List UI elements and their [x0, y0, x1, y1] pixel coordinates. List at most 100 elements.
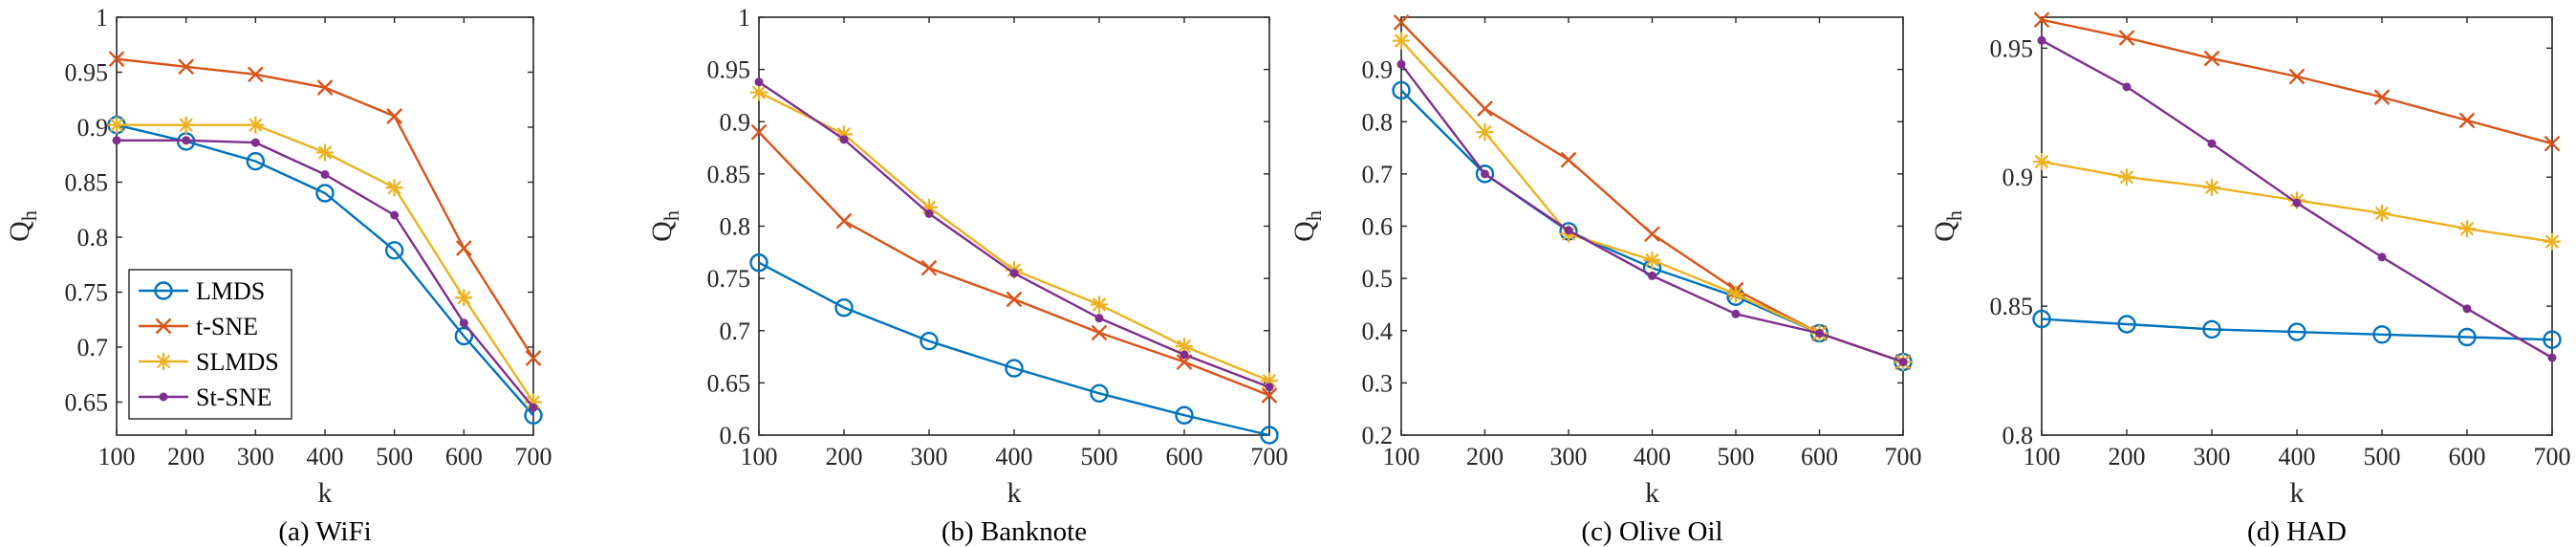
data-point: [384, 241, 404, 260]
legend-marker: [154, 281, 173, 300]
data-point: [2458, 220, 2476, 238]
y-tick-label: 0.9: [2002, 164, 2034, 191]
legend-marker: [155, 353, 172, 370]
plot-area: [1400, 16, 1904, 436]
data-point: [108, 116, 125, 134]
x-tick-label: 500: [1081, 443, 1118, 470]
data-point: [1261, 387, 1278, 404]
data-point: [247, 116, 265, 134]
data-point: [1396, 59, 1406, 69]
data-point: [525, 350, 542, 366]
x-tick-label: 400: [307, 443, 344, 470]
data-point: [2543, 330, 2562, 349]
series-t-sne: [108, 51, 542, 366]
x-axis-label: k: [1645, 477, 1659, 509]
data-point: [2377, 252, 2387, 262]
data-point: [2122, 82, 2132, 92]
data-point: [250, 138, 260, 147]
y-tick-label: 0.85: [65, 169, 109, 197]
x-axis-label: k: [1007, 477, 1022, 509]
y-tick-label: 0.85: [1990, 293, 2034, 320]
data-point: [1176, 338, 1193, 356]
data-point: [1643, 252, 1661, 270]
chart-panel-4: 100 200 300 400 500 600 700 0.8 0.85 0.9 0.95 k Qh (d…: [1929, 11, 2571, 547]
data-point: [1648, 271, 1656, 280]
data-point: [2547, 353, 2557, 362]
data-point: [2202, 319, 2221, 339]
data-point: [749, 253, 768, 273]
data-point: [2032, 309, 2051, 329]
data-point: [1260, 426, 1279, 445]
data-point: [754, 77, 764, 87]
data-point: [839, 135, 849, 144]
data-point: [1393, 32, 1410, 50]
y-tick-label: 0.75: [707, 265, 751, 293]
data-point: [1392, 80, 1411, 100]
y-tick-label: 1: [738, 4, 750, 32]
data-point: [924, 208, 934, 218]
data-point: [750, 83, 768, 101]
data-point: [1481, 169, 1489, 179]
data-point: [1091, 295, 1108, 314]
y-tick-label: 0.7: [720, 317, 751, 345]
data-point: [2118, 30, 2135, 46]
data-point: [2544, 135, 2561, 152]
series-line: [2041, 317, 2553, 341]
y-tick-label: 0.5: [1362, 265, 1394, 293]
data-point: [2203, 50, 2220, 67]
data-point: [1094, 314, 1104, 323]
data-point: [316, 79, 334, 96]
x-tick-label: 200: [2109, 443, 2146, 470]
y-tick-label: 0.3: [1362, 369, 1394, 397]
chart-panel-3: 100 200 300 400 500 600 700 0.2 0.3 0.4 0.5 0.6 0.7 0…: [1288, 14, 1922, 547]
data-point: [2033, 153, 2050, 171]
data-point: [1477, 100, 1493, 117]
y-axis-label: Qh: [646, 210, 683, 242]
data-point: [1180, 350, 1189, 360]
x-tick-label: 400: [2279, 443, 2316, 470]
data-point: [2203, 179, 2220, 197]
legend-marker: [155, 317, 172, 335]
data-point: [1564, 226, 1573, 235]
data-point: [454, 326, 474, 346]
x-tick-label: 100: [1383, 443, 1420, 470]
data-point: [1261, 372, 1278, 390]
data-point: [525, 393, 542, 411]
data-point: [315, 184, 335, 203]
data-point: [1005, 359, 1024, 378]
y-tick-label: 0.85: [707, 161, 751, 188]
series-st-sne: [2037, 35, 2557, 362]
x-tick-label: 300: [2194, 443, 2231, 470]
data-point: [112, 136, 121, 145]
plot-area: [2041, 16, 2553, 436]
y-tick-label: 0.8: [2002, 422, 2034, 449]
data-point: [2457, 327, 2477, 347]
data-point: [834, 298, 854, 317]
x-tick-label: 700: [515, 443, 552, 470]
x-tick-label: 600: [1166, 443, 1203, 470]
data-point: [1727, 285, 1744, 303]
y-tick-label: 0.9: [77, 114, 109, 142]
x-tick-label: 700: [1885, 443, 1922, 470]
y-tick-label: 0.95: [1990, 34, 2034, 62]
x-tick-label: 200: [826, 443, 863, 470]
data-point: [2373, 205, 2391, 223]
data-point: [1009, 269, 1019, 278]
x-tick-label: 200: [1466, 443, 1504, 470]
data-point: [177, 116, 195, 134]
data-point: [1090, 383, 1109, 403]
x-axis-label: k: [2290, 477, 2305, 509]
legend-label: LMDS: [196, 277, 265, 305]
y-tick-label: 0.7: [77, 334, 109, 361]
y-tick-label: 0.65: [65, 389, 109, 417]
series-st-sne: [1396, 59, 1908, 367]
data-point: [1644, 226, 1660, 243]
data-point: [2288, 68, 2305, 85]
data-point: [385, 179, 403, 197]
legend-entry-st-sne: St-SNE: [139, 383, 271, 411]
data-point: [455, 289, 473, 307]
y-tick-label: 0.6: [720, 422, 751, 449]
data-point: [386, 108, 403, 124]
data-point: [529, 403, 538, 412]
x-tick-label: 300: [1550, 443, 1588, 470]
